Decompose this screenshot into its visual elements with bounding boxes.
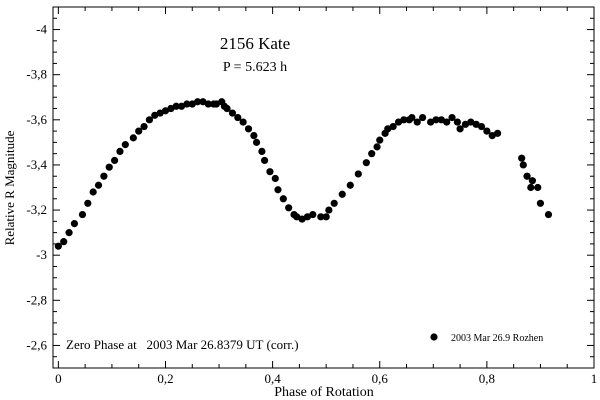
data-point: [483, 127, 491, 135]
data-point: [322, 213, 330, 221]
chart-subtitle: P = 5.623 h: [223, 60, 287, 75]
y-tick-label: -3,4: [26, 157, 47, 172]
data-point: [330, 199, 338, 207]
data-point: [54, 242, 62, 250]
data-point: [228, 109, 237, 117]
data-point: [172, 102, 180, 110]
data-point: [453, 118, 462, 126]
data-point: [317, 213, 325, 221]
data-point: [65, 229, 73, 237]
data-point: [244, 125, 253, 133]
data-point: [400, 116, 408, 124]
data-point: [456, 125, 464, 133]
y-tick-label: -2,6: [26, 337, 47, 352]
data-point: [528, 177, 537, 185]
data-point: [70, 220, 79, 228]
data-point: [204, 100, 212, 108]
data-point: [477, 122, 486, 131]
data-point: [194, 98, 202, 106]
x-tick-label: 0,6: [372, 371, 389, 386]
data-point: [250, 132, 258, 140]
data-point: [258, 147, 266, 155]
y-axis: -2,6 -2,8 -3 -3,2 -3,4 -3,6 -3,8 -4: [26, 6, 594, 369]
data-point: [544, 210, 553, 219]
data-point: [100, 172, 108, 180]
data-point: [368, 150, 376, 158]
data-point: [94, 181, 103, 189]
data-point: [519, 161, 527, 169]
data-point: [274, 186, 282, 194]
x-axis: 0 0,2 0,4 0,6 0,8 1: [55, 7, 597, 386]
data-point: [183, 100, 191, 108]
data-point: [110, 156, 119, 165]
legend: 2003 Mar 26.9 Rozhen: [430, 333, 543, 344]
zero-phase-annotation: Zero Phase at 2003 Mar 26.8379 UT (corr.…: [66, 337, 299, 352]
data-point: [534, 183, 542, 192]
y-tick-label: -4: [36, 22, 47, 37]
data-point: [266, 168, 274, 176]
data-point: [279, 195, 287, 203]
x-tick-label: 1: [591, 371, 598, 386]
y-tick-label: -3,8: [26, 67, 47, 82]
plot-frame: [52, 6, 595, 369]
data-point: [145, 116, 154, 124]
x-tick-label: 0: [55, 371, 62, 386]
data-point: [518, 154, 526, 162]
data-point: [325, 206, 333, 214]
data-point: [78, 210, 87, 219]
x-tick-label: 0,2: [157, 371, 173, 386]
data-point: [523, 172, 531, 180]
x-tick-label: 0,8: [479, 371, 495, 386]
data-point: [140, 122, 148, 131]
data-point: [116, 147, 124, 155]
data-points: [54, 98, 553, 250]
data-point: [432, 116, 440, 124]
data-point: [373, 143, 381, 151]
chart-title: 2156 Kate: [220, 34, 290, 53]
data-point: [443, 118, 451, 126]
data-point: [389, 122, 397, 131]
data-point: [376, 136, 384, 144]
data-point: [129, 134, 137, 142]
data-point: [418, 113, 427, 122]
data-point: [271, 174, 279, 183]
data-point: [346, 181, 354, 189]
data-point: [105, 163, 113, 171]
y-tick-label: -3,2: [26, 202, 47, 217]
y-tick-label: -2,8: [26, 292, 47, 307]
data-point: [338, 190, 346, 198]
data-point: [362, 159, 370, 167]
data-point: [234, 113, 242, 122]
legend-label: 2003 Mar 26.9 Rozhen: [451, 333, 543, 344]
data-point: [493, 129, 502, 137]
data-point: [60, 238, 68, 246]
data-point: [413, 118, 421, 126]
data-point: [309, 210, 317, 219]
data-point: [84, 199, 92, 207]
data-point: [536, 199, 545, 207]
data-point: [121, 141, 129, 149]
data-point: [527, 183, 535, 192]
y-tick-label: -3: [36, 247, 47, 262]
x-tick-label: 0,4: [264, 371, 281, 386]
y-tick-label: -3,6: [26, 112, 47, 127]
data-point: [239, 118, 247, 126]
data-point: [223, 104, 231, 113]
data-point: [89, 188, 97, 196]
data-point: [260, 156, 269, 165]
data-point: [408, 113, 416, 122]
data-point: [354, 170, 362, 178]
x-axis-label: Phase of Rotation: [274, 385, 374, 400]
data-point: [135, 127, 143, 135]
data-point: [252, 138, 261, 146]
data-point: [448, 113, 456, 122]
data-point: [285, 204, 293, 212]
legend-marker: [430, 333, 438, 341]
y-axis-label: Relative R Magnitude: [2, 130, 17, 245]
